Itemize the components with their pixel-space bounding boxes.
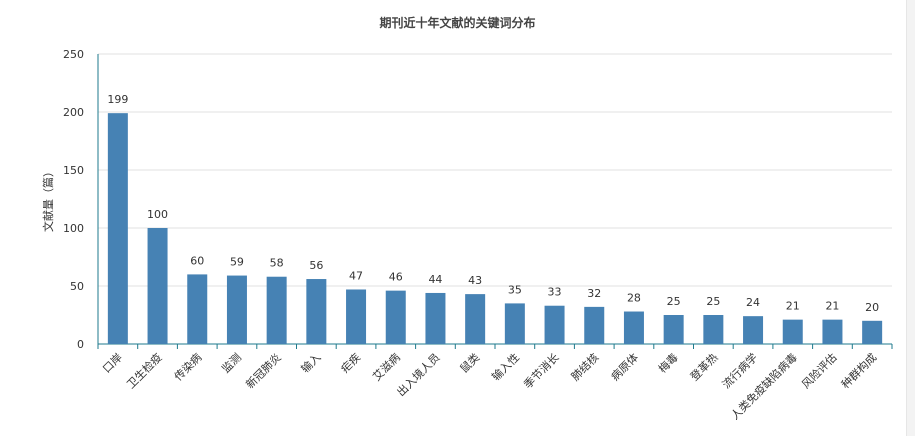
x-tick-label: 输入	[298, 350, 323, 375]
bar	[266, 276, 287, 344]
x-tick-label: 出入境人员	[394, 350, 443, 399]
bar	[822, 319, 843, 344]
data-label: 43	[468, 274, 482, 287]
data-label: 25	[667, 295, 681, 308]
data-label: 56	[309, 259, 323, 272]
data-label: 33	[548, 286, 562, 299]
data-label: 59	[230, 256, 244, 269]
x-tick-label: 疟疾	[338, 350, 363, 375]
x-tick-label: 卫生检疫	[124, 350, 165, 391]
bar	[862, 320, 883, 344]
data-label: 28	[627, 292, 641, 305]
data-label: 20	[865, 301, 879, 314]
bar	[703, 315, 724, 344]
chart-title: 期刊近十年文献的关键词分布	[379, 16, 536, 30]
x-tick-label: 输入性	[489, 350, 522, 383]
bar	[544, 305, 565, 344]
bar	[663, 315, 684, 344]
x-tick-label: 流行病学	[719, 350, 760, 391]
y-tick-label: 100	[63, 222, 84, 235]
x-tick-label: 鼠类	[457, 350, 482, 375]
data-label: 199	[107, 93, 128, 106]
bar	[782, 319, 803, 344]
x-tick-label: 种群构成	[838, 350, 879, 391]
x-tick-label: 肺结核	[568, 350, 601, 383]
data-label: 47	[349, 269, 363, 282]
data-label: 100	[147, 208, 168, 221]
bar	[147, 228, 168, 344]
bar	[425, 292, 446, 344]
y-axis-label: 文献量（篇）	[41, 166, 55, 232]
bar	[504, 303, 525, 344]
data-label: 58	[270, 257, 284, 270]
data-label: 24	[746, 296, 760, 309]
x-tick-label: 季节消长	[521, 350, 562, 391]
bar	[465, 294, 486, 344]
data-label: 32	[587, 287, 601, 300]
y-tick-label: 50	[70, 280, 84, 293]
x-tick-label: 梅毒	[655, 350, 680, 375]
bar	[584, 306, 605, 344]
data-label: 21	[786, 300, 800, 313]
data-label: 25	[706, 295, 720, 308]
data-label: 60	[190, 254, 204, 267]
x-tick-label: 艾滋病	[370, 350, 403, 383]
y-tick-label: 200	[63, 106, 84, 119]
y-tick-label: 150	[63, 164, 84, 177]
y-tick-label: 0	[77, 338, 84, 351]
x-tick-label: 监测	[219, 351, 244, 376]
bar	[187, 274, 208, 344]
data-label: 21	[825, 300, 839, 313]
data-label: 46	[389, 271, 403, 284]
x-tick-label: 风险评估	[799, 350, 840, 391]
y-tick-label: 250	[63, 48, 84, 61]
x-tick-label: 病原体	[608, 350, 641, 383]
x-tick-label: 新冠肺炎	[243, 350, 284, 391]
data-label: 35	[508, 283, 522, 296]
scrollbar-strip	[906, 0, 915, 436]
bar	[306, 279, 327, 344]
x-tick-label: 口岸	[100, 351, 125, 376]
x-tick-label: 登革热	[687, 350, 720, 383]
bar	[226, 275, 247, 344]
bar	[385, 290, 406, 344]
bar	[346, 289, 367, 344]
x-tick-label: 人类免疫缺陷病毒	[728, 350, 800, 422]
bar	[107, 113, 128, 344]
data-label: 44	[428, 273, 442, 286]
x-tick-label: 传染病	[171, 350, 204, 383]
bar	[743, 316, 764, 344]
bar	[623, 311, 644, 344]
